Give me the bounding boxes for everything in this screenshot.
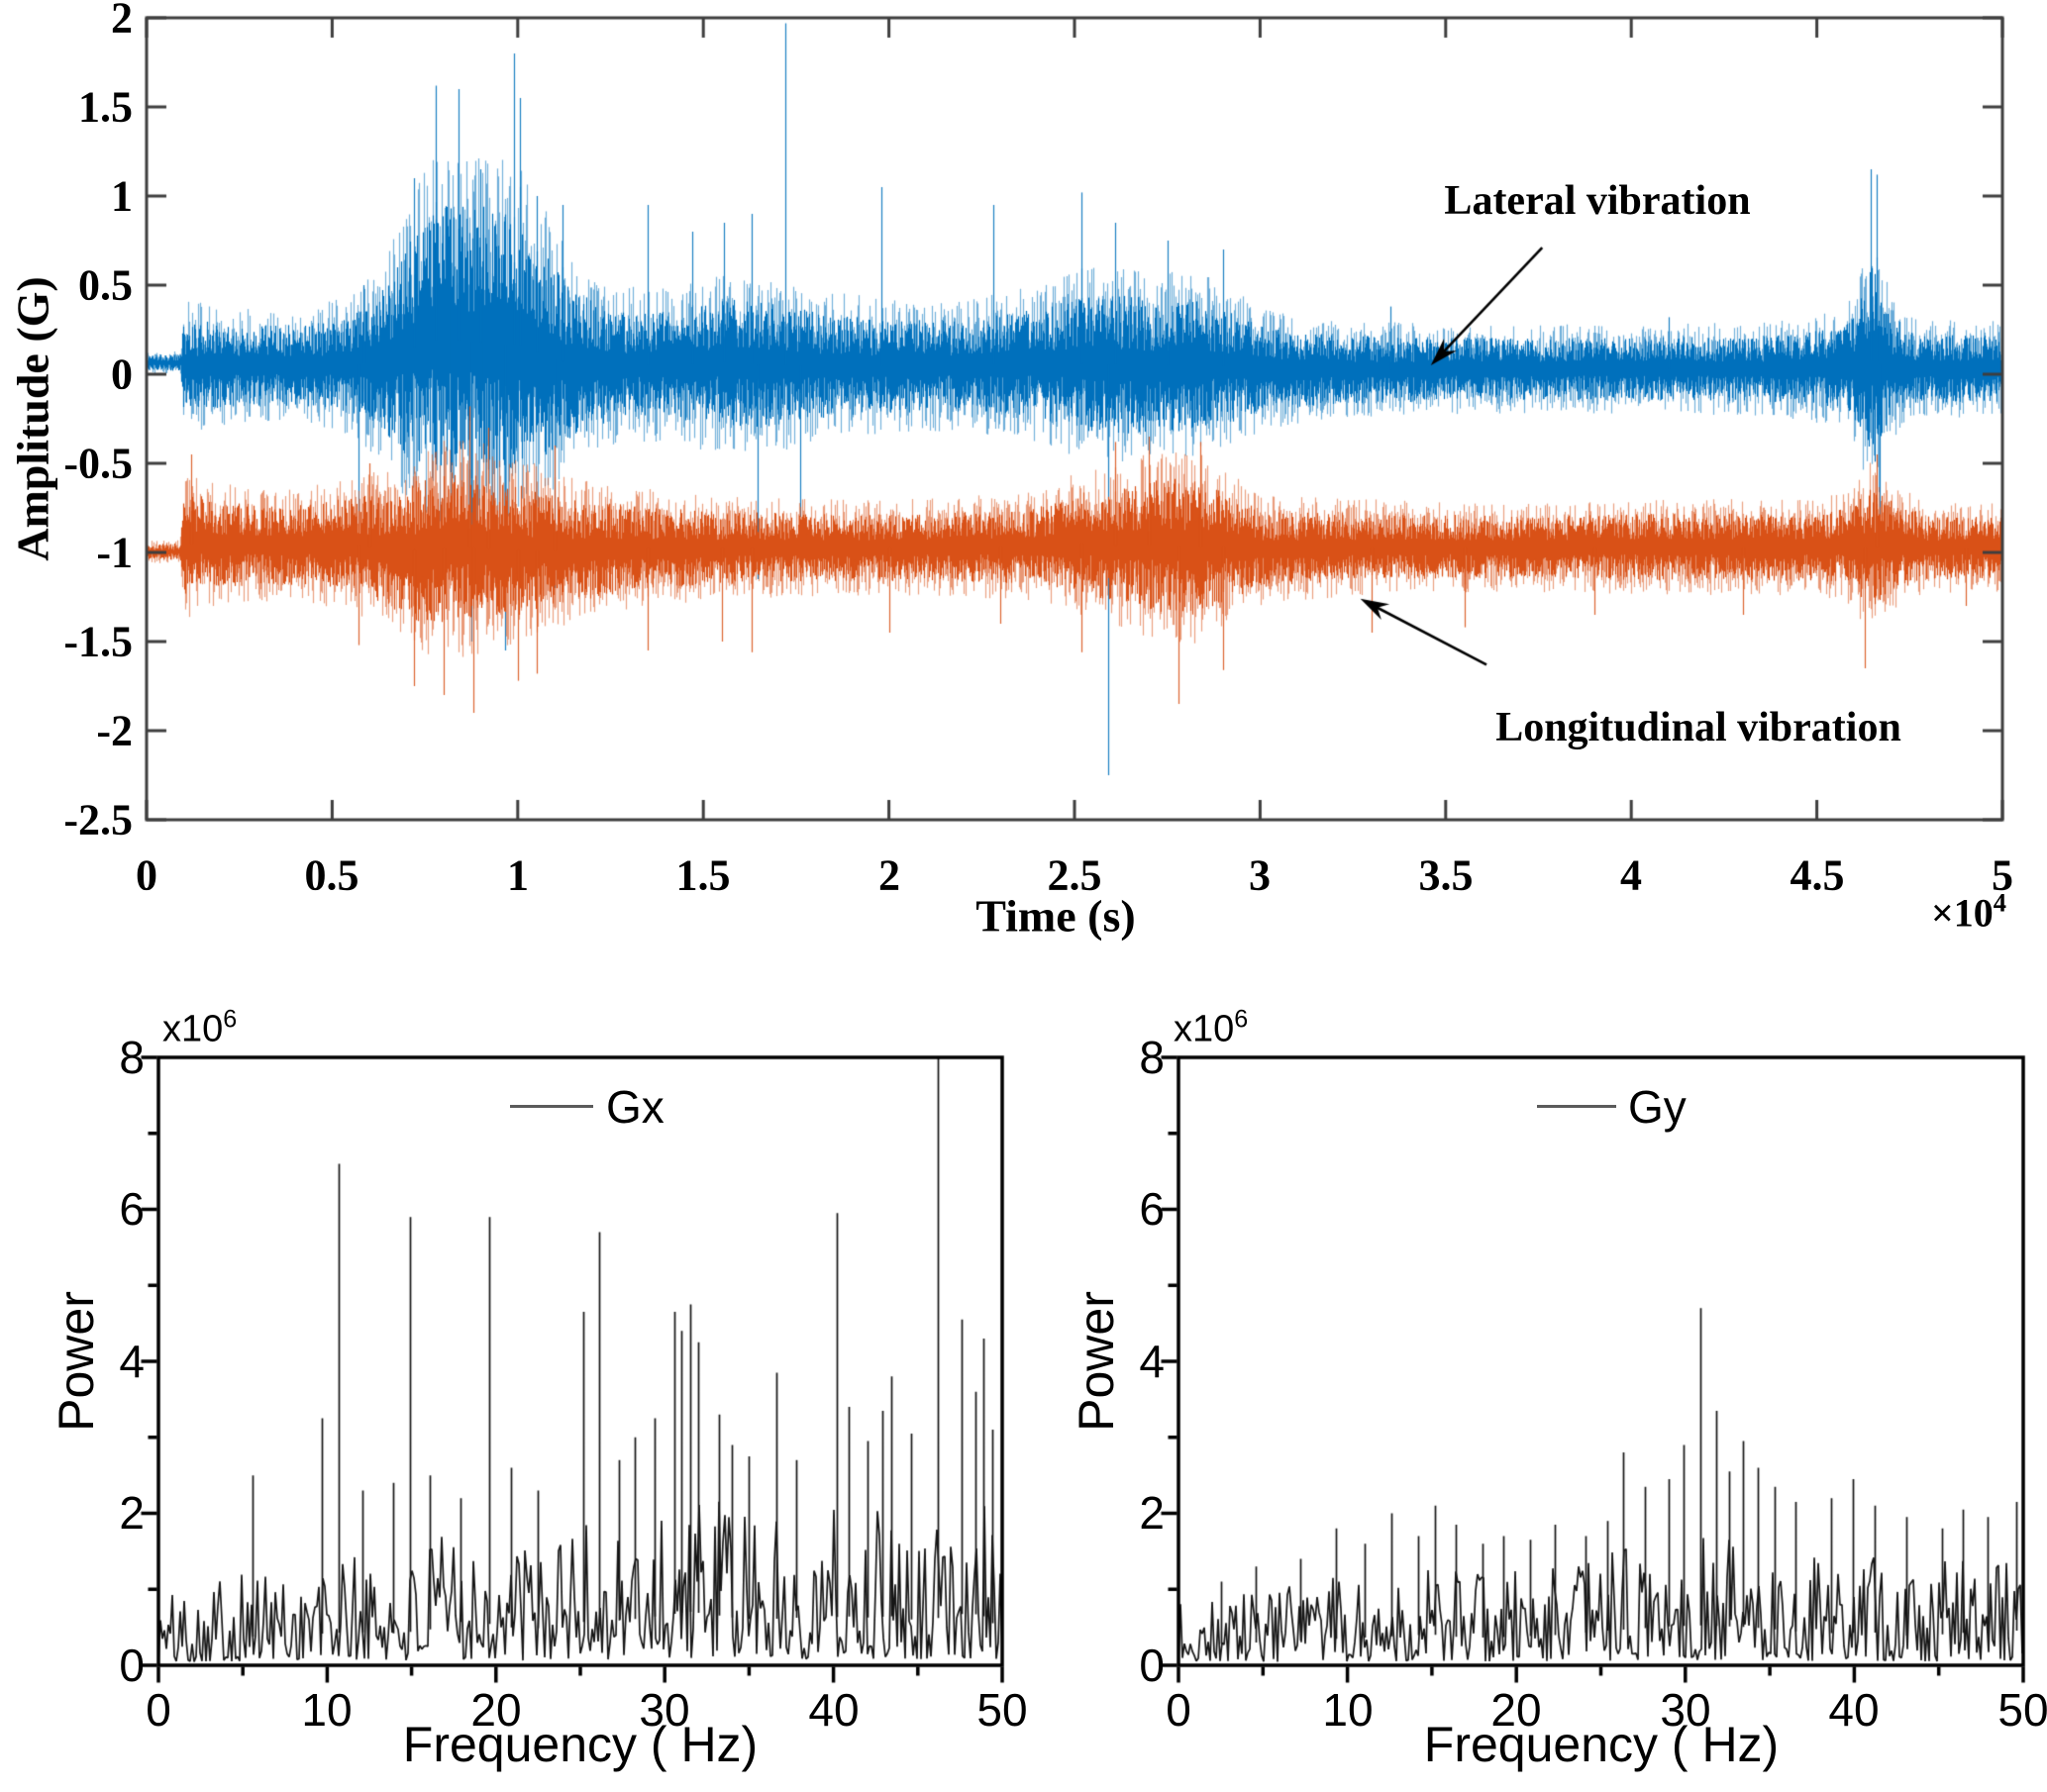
gy-legend-line (1537, 1105, 1616, 1108)
time-xtick-label: 3 (1249, 850, 1271, 900)
time-ytick-label: 1 (111, 171, 133, 221)
gy-ytick-label: 4 (1139, 1336, 1165, 1387)
time-ytick-label: 0.5 (78, 260, 133, 310)
gx-xtick-label: 50 (976, 1684, 1028, 1736)
gx-legend-label: Gx (606, 1081, 665, 1133)
gy-ylabel: Power (1069, 1291, 1124, 1432)
annotation-longitudinal-vibration: Longitudinal vibration (1495, 705, 1901, 750)
time-ytick-label: 0 (111, 349, 133, 399)
gx-legend-line (510, 1105, 593, 1108)
time-xtick-label: 1.5 (675, 850, 731, 900)
time-xtick-label: 1 (507, 850, 529, 900)
gy-ytick-label: 2 (1139, 1487, 1165, 1539)
x-scale-exponent: 4 (1993, 887, 2006, 918)
time-xtick-label: 0 (136, 850, 157, 900)
time-xtick-label: 2.5 (1047, 850, 1102, 900)
gx-y-scale-label: x106 (162, 1005, 238, 1051)
gx-ylabel: Power (49, 1291, 104, 1432)
gy-xtick-label: 50 (1997, 1684, 2047, 1736)
gx-ytick-label: 6 (119, 1183, 145, 1235)
time-chart-x-scale-label: ×104 (1931, 887, 2006, 937)
time-ytick-label: -2.5 (63, 795, 133, 845)
y-scale-exponent: 6 (223, 1005, 238, 1034)
gy-ytick-label: 0 (1139, 1640, 1165, 1691)
time-ytick-label: -0.5 (63, 439, 133, 488)
gy-ytick-label: 8 (1139, 1032, 1165, 1083)
gy-ytick-label: 6 (1139, 1183, 1165, 1235)
gy-legend-label: Gy (1628, 1081, 1687, 1133)
y-scale-mantissa: x10 (162, 1008, 224, 1050)
time-xtick-label: 3.5 (1418, 850, 1474, 900)
time-ytick-label: -1 (96, 528, 133, 577)
time-xtick-label: 0.5 (304, 850, 359, 900)
gx-xlabel: Frequency ( Hz) (402, 1717, 759, 1772)
gy-xtick-label: 10 (1322, 1684, 1374, 1736)
gx-xtick-label: 0 (146, 1684, 171, 1736)
gy-xtick-label: 30 (1660, 1684, 1711, 1736)
gx-ytick-label: 0 (119, 1640, 145, 1691)
time-chart-xlabel: Time (s) (975, 890, 1136, 942)
gy-y-scale-label: x106 (1174, 1005, 1249, 1051)
gy-xtick-label: 0 (1166, 1684, 1191, 1736)
time-chart-ylabel: Amplitude (G) (7, 276, 58, 561)
y-scale-mantissa: x10 (1174, 1008, 1235, 1050)
time-xtick-label: 2 (878, 850, 900, 900)
gx-xtick-label: 40 (808, 1684, 860, 1736)
time-xtick-label: 4.5 (1790, 850, 1845, 900)
gy-xtick-label: 20 (1490, 1684, 1542, 1736)
time-ytick-label: 2 (111, 0, 133, 43)
gy-xtick-label: 40 (1828, 1684, 1880, 1736)
gx-xtick-label: 20 (470, 1684, 522, 1736)
gx-ytick-label: 8 (119, 1032, 145, 1083)
gx-xtick-label: 30 (639, 1684, 690, 1736)
gx-ytick-label: 4 (119, 1336, 145, 1387)
gx-ytick-label: 2 (119, 1487, 145, 1539)
gy-xlabel: Frequency ( Hz) (1423, 1717, 1780, 1772)
time-ytick-label: 1.5 (78, 82, 133, 132)
time-ytick-label: -2 (96, 706, 133, 755)
gx-xtick-label: 10 (301, 1684, 353, 1736)
y-scale-exponent: 6 (1234, 1005, 1249, 1034)
time-xtick-label: 4 (1620, 850, 1642, 900)
time-ytick-label: -1.5 (63, 617, 133, 666)
x-scale-mantissa: ×10 (1931, 890, 1994, 936)
annotation-lateral-vibration: Lateral vibration (1444, 178, 1751, 224)
time-xtick-label: 5 (1992, 850, 2013, 900)
